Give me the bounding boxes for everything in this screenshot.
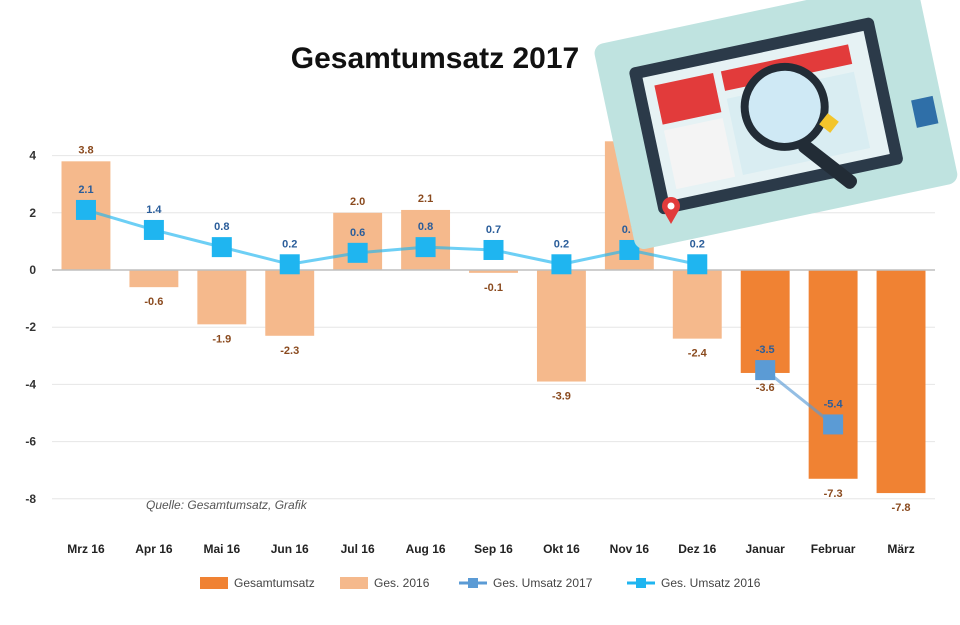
map-pin-icon [662,197,680,224]
bar [469,270,518,273]
bar-data-label: -3.6 [756,382,775,394]
bar-data-label: -3.9 [552,391,571,403]
y-axis-ticks: 4 2 0 -2 -4 -6 -8 [25,149,36,506]
x-tick-label: Januar [746,542,786,556]
line-point [279,254,300,275]
line-point [619,239,640,260]
source-note: Quelle: Gesamtumsatz, Grafik [146,498,308,512]
point-data-label: 0.7 [486,224,501,236]
bar [876,270,926,494]
line-point [347,242,368,263]
bar [672,270,722,339]
legend-label: Gesamtumsatz [234,576,315,590]
series-line [764,368,835,426]
bar-data-label: 3.8 [78,144,93,156]
x-tick-label: Jun 16 [271,542,309,556]
x-tick-label: Mrz 16 [67,542,105,556]
point-data-label: 2.1 [78,184,93,196]
bar-data-label: -1.9 [212,333,231,345]
legend-swatch-marker [468,578,478,588]
bar-data-label: -2.4 [688,348,708,360]
point-data-label: 0.6 [350,227,365,239]
line-point [687,254,708,275]
bar [808,270,858,479]
y-tick-label: -2 [25,320,36,334]
y-tick-label: -6 [25,435,36,449]
bar [740,270,790,373]
y-tick-label: -8 [25,492,36,506]
bar-data-label: -0.1 [484,282,503,294]
point-data-label: 0.2 [554,238,569,250]
legend-swatch-marker [636,578,646,588]
legend-label: Ges. 2016 [374,576,430,590]
point-data-label: 1.4 [146,204,162,216]
x-tick-label: März [887,542,914,556]
line-point [75,199,96,220]
bar-data-label: -0.6 [144,296,163,308]
bar-data-label: -7.8 [892,502,911,514]
x-tick-label: Jul 16 [341,542,375,556]
y-tick-label: -4 [25,377,36,391]
point-data-label: 0.8 [418,221,433,233]
x-tick-label: Nov 16 [610,542,650,556]
line-point [211,237,232,258]
x-tick-label: Sep 16 [474,542,513,556]
line-point [415,237,436,258]
bar-data-label: 2.1 [418,193,433,205]
bar [536,270,586,382]
bar [265,270,315,336]
bar [129,270,179,288]
bar-data-label: 2.0 [350,196,365,208]
x-tick-label: Okt 16 [543,542,580,556]
chart-title: Gesamtumsatz 2017 [291,42,580,75]
lines [75,199,844,435]
legend-swatch [340,577,368,589]
bar-data-label: -2.3 [280,345,299,357]
x-tick-label: Februar [811,542,856,556]
point-data-label: -5.4 [824,398,844,410]
legend: Gesamtumsatz Ges. 2016 Ges. Umsatz 2017 Ges… [200,576,761,590]
y-tick-label: 0 [29,263,36,277]
series-line [85,208,698,266]
x-tick-label: Aug 16 [406,542,446,556]
x-tick-label: Apr 16 [135,542,173,556]
shop-magnifier-illustration [594,0,958,250]
bar-data-label: -7.3 [824,488,843,500]
point-data-label: 0.2 [282,238,297,250]
point-data-label: 0.8 [214,221,229,233]
x-tick-label: Dez 16 [678,542,716,556]
legend-swatch [200,577,228,589]
legend-label: Ges. Umsatz 2016 [661,576,761,590]
line-point [755,360,776,381]
line-point [551,254,572,275]
x-axis-ticks: Mrz 16 Apr 16 Mai 16 Jun 16 Jul 16 Aug 16 Sep … [67,542,914,556]
point-data-label: -3.5 [756,344,775,356]
line-point [823,414,844,435]
y-tick-label: 4 [29,149,36,163]
point-data-label: 0.2 [690,238,705,250]
x-tick-label: Mai 16 [203,542,240,556]
line-point [483,239,504,260]
line-point [143,219,164,240]
y-tick-label: 2 [29,206,36,220]
legend-label: Ges. Umsatz 2017 [493,576,593,590]
bar [197,270,247,325]
